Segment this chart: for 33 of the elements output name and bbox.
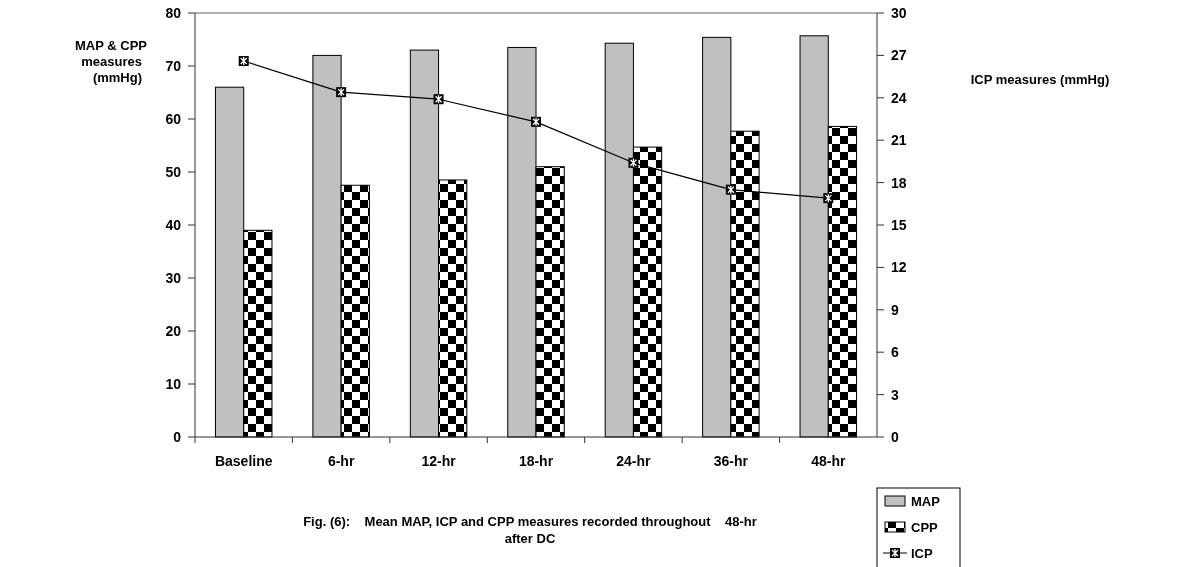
y-tick-label: 60 [165,110,182,127]
y-axis-title: MAP & CPP measures (mmHg) [75,38,148,85]
x-tick-label: 48-hr [811,453,846,469]
y-tick-label: 0 [173,428,182,445]
y2-axis-title: ICP measures (mmHg) [970,72,1110,87]
y2-tick-label: 0 [891,428,899,445]
y2-tick-label: 24 [891,89,907,106]
text: Fig. (6): Mean MAP, ICP and CPP measures recorded throughout 48-hr after DC [303,514,757,546]
y2-tick-label: 18 [891,174,907,191]
x-tick-label: 18-hr [518,453,554,469]
x-tick-label: 12-hr [421,453,457,469]
legend-label: ICP [911,545,933,561]
x-tick-label: 36-hr [713,453,749,469]
x-tick-label: 24-hr [616,453,652,469]
y2-tick-label: 9 [891,301,899,318]
y-tick-label: 50 [165,163,182,180]
y-tick-label: 80 [165,4,182,21]
y2-tick-label: 27 [891,47,907,64]
legend-label: MAP [911,493,941,509]
y2-tick-label: 30 [891,4,907,21]
y-tick-label: 10 [165,375,182,392]
y2-tick-label: 21 [891,132,907,149]
y2-tick-label: 6 [891,344,899,361]
y-tick-label: 20 [165,322,182,339]
legend-label: CPP [911,519,939,535]
y-tick-label: 40 [165,216,182,233]
y2-tick-label: 3 [891,386,899,403]
y2-tick-label: 15 [891,216,907,233]
y-tick-label: 70 [165,57,182,74]
y-tick-label: 30 [165,269,182,286]
y2-tick-label: 12 [891,259,907,276]
x-tick-label: Baseline [214,453,273,469]
x-tick-label: 6-hr [327,453,355,469]
